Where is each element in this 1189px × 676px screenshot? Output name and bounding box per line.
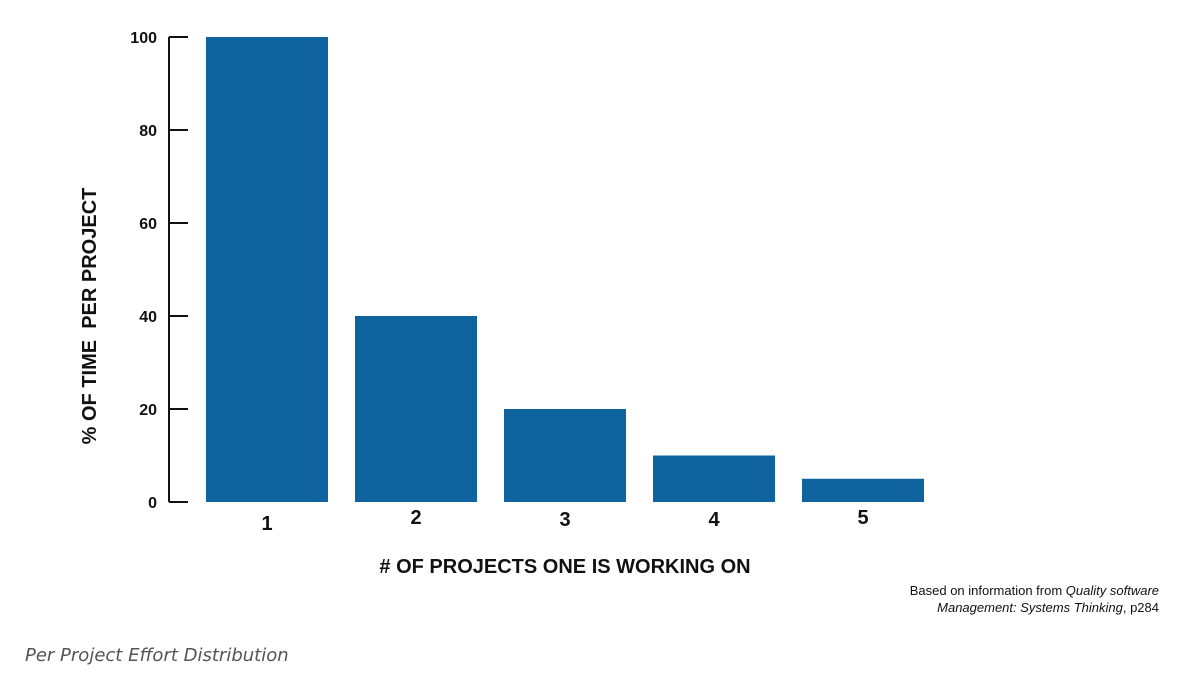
source-note-title-2: Management: Systems Thinking bbox=[937, 600, 1123, 615]
x-tick-label: 1 bbox=[261, 513, 272, 535]
x-tick-labels: 1 2 3 4 5 bbox=[261, 507, 868, 535]
bars bbox=[206, 37, 924, 502]
y-tick-label: 0 bbox=[148, 495, 157, 512]
source-note-suffix: , p284 bbox=[1122, 600, 1159, 615]
y-tick-label: 20 bbox=[139, 402, 157, 419]
y-axis: 0 20 40 60 80 100 bbox=[130, 30, 188, 512]
source-note-prefix: Based on information from bbox=[909, 583, 1066, 598]
y-tick-label: 80 bbox=[139, 123, 157, 140]
x-tick-label: 4 bbox=[708, 509, 720, 531]
source-note-title-1: Quality software bbox=[1065, 583, 1159, 598]
x-tick-label: 3 bbox=[559, 509, 570, 531]
x-tick-label: 5 bbox=[857, 507, 868, 529]
bar bbox=[504, 409, 626, 502]
figure-caption: Per Project Effort Distribution bbox=[25, 645, 289, 666]
y-tick-label: 100 bbox=[130, 30, 157, 47]
x-axis-title: # OF PROJECTS ONE IS WORKING ON bbox=[379, 556, 750, 578]
source-note: Based on information from Quality softwa… bbox=[910, 582, 1159, 616]
bar bbox=[802, 478, 924, 502]
y-axis-title: % OF TIME PER PROJECT bbox=[79, 188, 101, 445]
bar bbox=[355, 316, 477, 502]
bar bbox=[206, 37, 328, 502]
y-tick-label: 40 bbox=[139, 309, 157, 326]
bar bbox=[653, 455, 775, 502]
y-tick-label: 60 bbox=[139, 216, 157, 233]
x-tick-label: 2 bbox=[410, 507, 421, 529]
